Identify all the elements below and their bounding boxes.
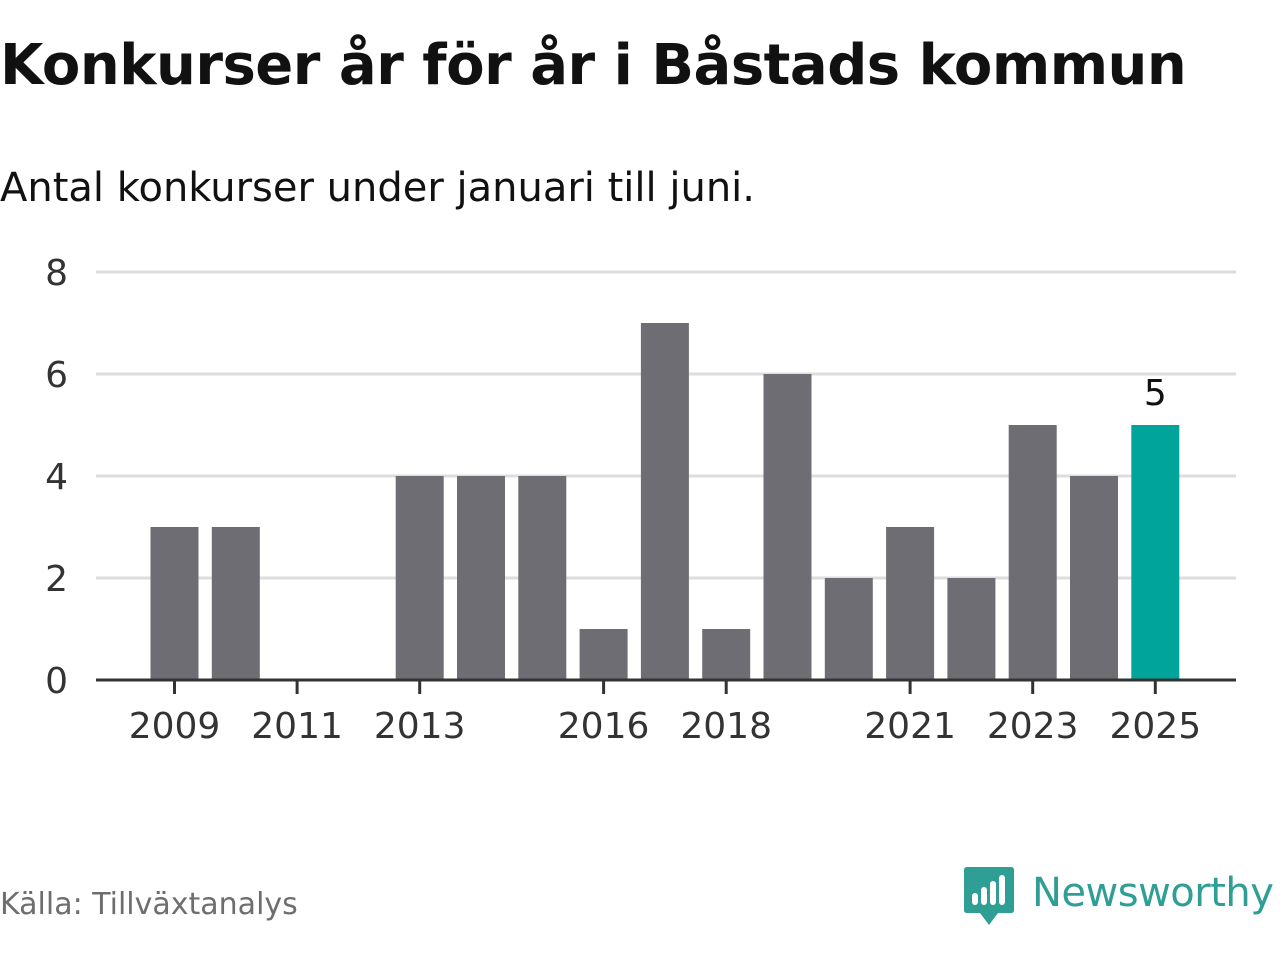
newsworthy-logo-icon — [964, 867, 1014, 925]
bar — [518, 476, 567, 680]
x-tick-label: 2025 — [1109, 706, 1201, 747]
bar — [702, 629, 751, 680]
newsworthy-brand: Newsworthy — [964, 866, 1274, 928]
chart-title: Konkurser år för år i Båstads kommun — [0, 33, 1187, 98]
bar — [211, 527, 260, 680]
bar — [395, 476, 444, 680]
x-tick-label: 2018 — [680, 706, 772, 747]
y-axis-ticks: 0 2 4 6 8 — [45, 253, 68, 702]
x-tick-label: 2009 — [129, 706, 221, 747]
bar — [579, 629, 628, 680]
x-tick-label: 2023 — [987, 706, 1079, 747]
bar — [1070, 476, 1118, 680]
x-tick-label: 2021 — [864, 706, 956, 747]
x-tick-label: 2016 — [558, 706, 650, 747]
x-tick-label: 2013 — [374, 706, 466, 747]
x-tick-label: 2011 — [251, 706, 343, 747]
bar — [824, 578, 873, 680]
y-tick-label: 2 — [45, 559, 68, 600]
bar — [150, 527, 199, 680]
bar — [947, 578, 996, 680]
brand-name: Newsworthy — [1032, 870, 1274, 916]
bar — [886, 527, 935, 680]
data-labels: 5 — [1144, 373, 1167, 414]
y-tick-label: 6 — [45, 355, 68, 396]
y-tick-label: 0 — [45, 661, 68, 702]
bar — [457, 476, 505, 680]
x-axis-ticks: 2009 2011 2013 2016 2018 2021 2023 2025 — [129, 680, 1201, 747]
bars — [150, 323, 1180, 680]
bar — [640, 323, 689, 680]
bar — [1131, 425, 1180, 680]
y-tick-label: 8 — [45, 253, 68, 294]
data-label: 5 — [1144, 373, 1167, 414]
source-note: Källa: Tillväxtanalys — [0, 887, 298, 922]
chart-subtitle: Antal konkurser under januari till juni. — [0, 165, 755, 211]
y-tick-label: 4 — [45, 457, 68, 498]
bar — [1008, 425, 1057, 680]
bar — [763, 374, 812, 680]
